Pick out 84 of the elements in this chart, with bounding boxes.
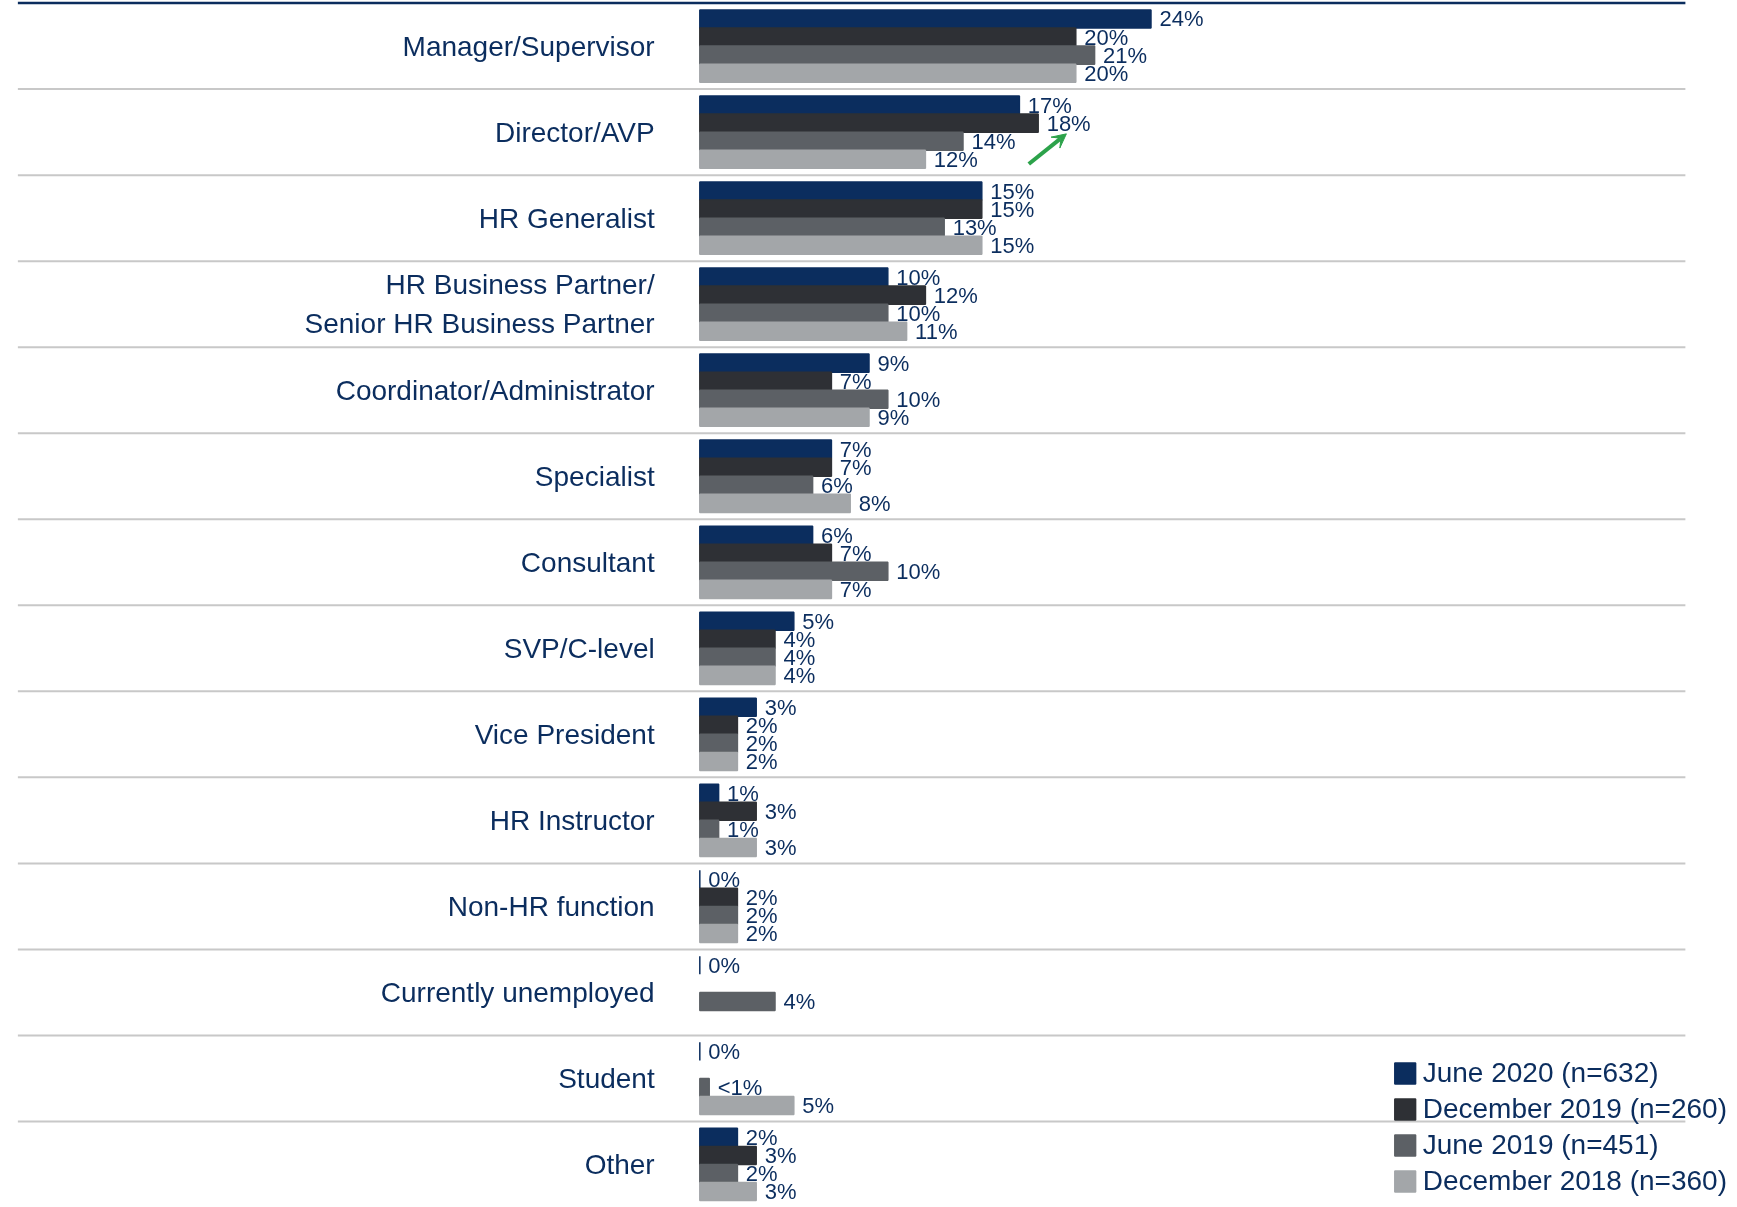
y-tick-label: HR Business Partner/ Senior HR Business Partner	[304, 269, 655, 340]
bar	[699, 611, 795, 631]
bar	[699, 1145, 757, 1166]
bar	[699, 665, 776, 686]
bar	[699, 95, 1021, 115]
bar	[699, 543, 833, 564]
data-label: <1%	[717, 1074, 763, 1100]
bar	[699, 493, 851, 514]
bar	[699, 113, 1039, 133]
data-label: 4%	[783, 988, 816, 1014]
bar	[699, 1095, 795, 1116]
data-label: 7%	[839, 368, 872, 394]
bar	[699, 27, 1077, 47]
data-label: 3%	[764, 834, 797, 860]
data-label: 24%	[1159, 6, 1204, 32]
bar	[699, 905, 739, 926]
data-label: 0%	[708, 1038, 741, 1064]
bar	[699, 1181, 757, 1202]
bar	[699, 837, 757, 858]
y-tick-label: Other	[584, 1148, 655, 1180]
bar	[699, 131, 964, 151]
y-tick-label: SVP/C-level	[503, 632, 655, 664]
bar	[699, 751, 739, 772]
bar	[699, 475, 814, 496]
data-label: 3%	[764, 798, 797, 824]
bar	[699, 733, 739, 754]
y-tick-label: Non-HR function	[447, 890, 655, 922]
y-tick-label: Currently unemployed	[380, 976, 655, 1008]
bar	[699, 579, 833, 600]
bar	[699, 647, 776, 668]
y-tick-label: Coordinator/Administrator	[335, 374, 655, 406]
data-label: 10%	[896, 558, 941, 584]
data-label: 1%	[727, 816, 759, 842]
bar	[699, 1163, 739, 1184]
bar	[699, 267, 889, 287]
bar	[699, 697, 757, 718]
bar	[699, 1127, 739, 1148]
bar	[699, 303, 889, 323]
bar	[699, 801, 757, 822]
bar	[699, 235, 983, 256]
bar	[699, 389, 889, 410]
bar	[699, 819, 720, 840]
bar	[699, 629, 776, 650]
y-tick-label: Student	[558, 1062, 655, 1094]
bar	[699, 1077, 710, 1098]
legend-label: December 2019 (n=260)	[1422, 1093, 1727, 1125]
bar	[699, 181, 983, 201]
bar	[699, 439, 833, 459]
bar	[699, 525, 814, 545]
y-tick-label: HR Generalist	[478, 202, 655, 234]
y-tick-label: Manager/Supervisor	[402, 30, 655, 62]
bar	[699, 63, 1077, 83]
legend-label: June 2019 (n=451)	[1422, 1129, 1659, 1161]
bar	[699, 353, 870, 373]
legend-label: June 2020 (n=632)	[1422, 1057, 1659, 1089]
data-label: 9%	[877, 350, 910, 376]
bar	[699, 923, 739, 944]
y-tick-label: Consultant	[520, 546, 655, 578]
bar	[699, 321, 908, 342]
data-label: 0%	[708, 952, 741, 978]
data-label: 0%	[708, 866, 741, 892]
bar	[699, 715, 739, 736]
bar	[699, 783, 720, 804]
bar	[699, 9, 1152, 29]
bar	[699, 991, 776, 1012]
data-label: 1%	[727, 780, 759, 806]
bar	[699, 457, 833, 477]
y-tick-label: Vice President	[474, 718, 655, 750]
bar	[699, 45, 1096, 65]
bar	[699, 887, 739, 908]
data-label: 5%	[802, 1093, 835, 1119]
bar	[699, 285, 927, 305]
y-tick-label: Specialist	[534, 460, 655, 492]
bar	[699, 149, 927, 170]
legend-label: December 2018 (n=360)	[1422, 1165, 1727, 1197]
bar	[699, 217, 945, 237]
data-label: 7%	[839, 576, 872, 602]
data-label: 8%	[858, 490, 891, 516]
bar	[699, 561, 889, 582]
y-tick-label: HR Instructor	[489, 804, 655, 836]
bar	[699, 199, 983, 219]
bar	[699, 407, 870, 428]
y-tick-label: Director/AVP	[494, 116, 655, 148]
bar	[699, 371, 833, 391]
